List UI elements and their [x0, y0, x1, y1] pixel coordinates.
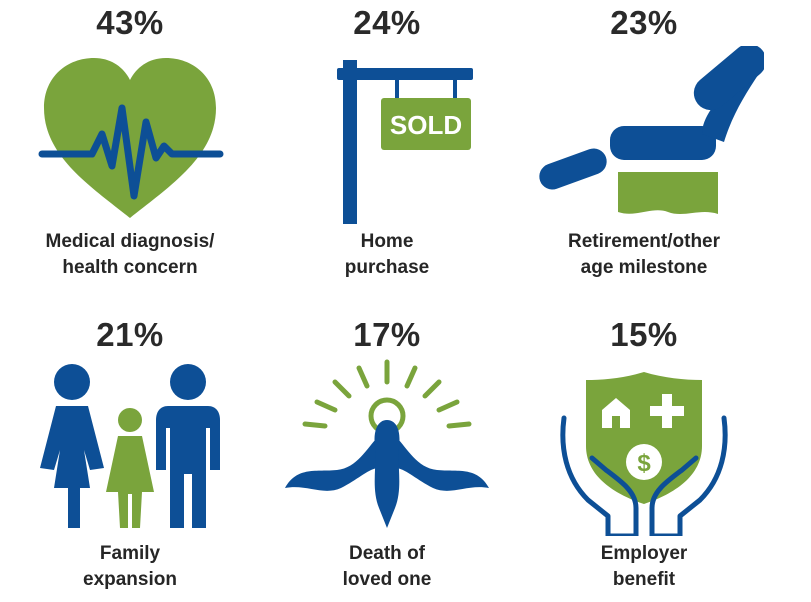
item-medical: 43% Medical diagnosis/ health concern [0, 0, 260, 290]
percentage-value: 24% [353, 4, 421, 41]
item-family-expansion: 21% Family expansion [0, 312, 260, 602]
percentage-value: 15% [610, 316, 678, 353]
family-icon [0, 358, 260, 536]
category-label: Medical diagnosis/ health concern [45, 231, 215, 278]
category-label: Retirement/other age milestone [567, 231, 721, 278]
sign-text: SOLD [390, 110, 462, 140]
percentage-value: 43% [96, 4, 164, 41]
percentage-value: 23% [610, 4, 678, 41]
sold-sign-icon: SOLD [257, 46, 517, 224]
recliner-chair-icon [514, 46, 774, 224]
percentage-value: 21% [96, 316, 164, 353]
item-home-purchase: 24% SOLD Home purchase [257, 0, 517, 290]
category-label: Employer benefit [600, 543, 688, 590]
percentage-value: 17% [353, 316, 421, 353]
dove-halo-icon [257, 358, 517, 536]
category-label: Home purchase [344, 231, 430, 278]
category-label: Death of loved one [342, 543, 432, 590]
item-retirement: 23% Retirement/other age milestone [514, 0, 774, 290]
svg-text:$: $ [637, 450, 651, 477]
item-employer-benefit: 15% $ Employer benefit [514, 312, 774, 602]
item-death-of-loved-one: 17% Death of [257, 312, 517, 602]
heart-heartbeat-icon [0, 46, 260, 224]
category-label: Family expansion [83, 543, 177, 590]
hands-shield-icon: $ [514, 358, 774, 536]
